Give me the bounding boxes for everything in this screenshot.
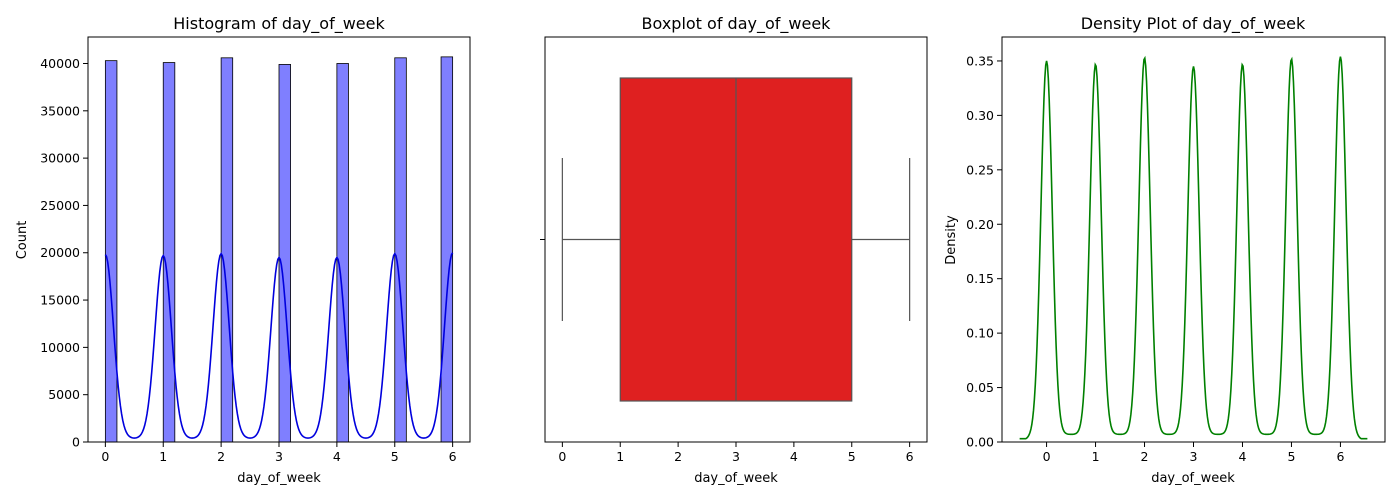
histogram-x-tick-label: 2 — [217, 449, 225, 464]
boxplot-x-tick-label: 6 — [906, 449, 914, 464]
histogram-y-tick-label: 20000 — [40, 245, 80, 260]
histogram-plot-area: 0 1 2 3 4 5 6 0 5000 10000 15000 20000 25000 30000 350… — [40, 36, 471, 464]
histogram-y-tick-label: 15000 — [40, 293, 80, 308]
density-line — [1019, 55, 1368, 440]
histogram-x-tick-label: 4 — [333, 449, 341, 464]
histogram-y-tick-label: 35000 — [40, 103, 80, 118]
histogram-panel: Histogram of day_of_week 0 1 2 3 4 5 6 0 5000 100… — [15, 14, 471, 486]
histogram-y-tick-label: 25000 — [40, 198, 80, 213]
histogram-y-tick-label: 0 — [72, 435, 80, 450]
density-y-tick-label: 0.25 — [966, 162, 994, 177]
boxplot-x-tick-label: 5 — [848, 449, 856, 464]
histogram-x-tick-label: 6 — [449, 449, 457, 464]
histogram-y-axis-label: Count — [15, 221, 30, 260]
density-y-tick-label: 0.20 — [966, 217, 994, 232]
histogram-x-tick-label: 1 — [159, 449, 167, 464]
density-x-tick-label: 5 — [1287, 449, 1295, 464]
boxplot-x-tick-label: 2 — [674, 449, 682, 464]
histogram-kde-line — [104, 252, 454, 439]
density-x-tick-label: 0 — [1043, 449, 1051, 464]
density-x-tick-label: 1 — [1092, 449, 1100, 464]
density-y-tick-label: 0.35 — [966, 53, 994, 68]
density-x-tick-label: 3 — [1190, 449, 1198, 464]
boxplot-x-axis-label: day_of_week — [694, 471, 778, 486]
boxplot-x-tick-label: 4 — [790, 449, 798, 464]
histogram-bar — [104, 60, 118, 443]
boxplot-plot-area: 0 1 2 3 4 5 6 — [540, 36, 928, 464]
histogram-bar — [394, 57, 407, 443]
boxplot-x-tick-label: 0 — [558, 449, 566, 464]
histogram-y-tick-label: 40000 — [40, 56, 80, 71]
histogram-bar — [162, 62, 176, 443]
boxplot-x-tick-label: 3 — [732, 449, 740, 464]
density-x-tick-label: 6 — [1336, 449, 1344, 464]
histogram-y-tick-label: 30000 — [40, 151, 80, 166]
histogram-bar — [278, 64, 291, 443]
histogram-y-tick-label: 5000 — [48, 387, 80, 402]
density-y-tick-label: 0.00 — [966, 435, 994, 450]
density-frame — [1001, 36, 1386, 443]
histogram-x-tick-label: 5 — [391, 449, 399, 464]
histogram-bar — [336, 63, 349, 443]
density-x-tick-label: 2 — [1141, 449, 1149, 464]
histogram-bar — [220, 57, 234, 443]
density-y-tick-label: 0.15 — [966, 271, 994, 286]
density-y-tick-label: 0.10 — [966, 326, 994, 341]
density-panel: Density Plot of day_of_week 0 1 2 3 4 5 60.000… — [944, 14, 1386, 486]
histogram-y-tick-label: 10000 — [40, 340, 80, 355]
boxplot-title: Boxplot of day_of_week — [642, 14, 832, 34]
density-x-tick-label: 4 — [1239, 449, 1247, 464]
boxplot-panel: Boxplot of day_of_week 0 1 2 3 4 5 6 day_of_we… — [540, 14, 928, 486]
density-y-tick-label: 0.05 — [966, 380, 994, 395]
boxplot-x-tick-label: 1 — [616, 449, 624, 464]
density-x-axis-label: day_of_week — [1151, 471, 1235, 486]
density-y-tick-label: 0.30 — [966, 108, 994, 123]
histogram-bar — [440, 56, 454, 443]
density-title: Density Plot of day_of_week — [1081, 14, 1306, 34]
histogram-x-tick-label: 0 — [101, 449, 109, 464]
density-y-axis-label: Density — [944, 215, 959, 265]
density-plot-area: 0 1 2 3 4 5 6 0.00 0.05 0.10 0.15 0.20 0.25 0.30 0.35 — [966, 36, 1386, 464]
histogram-x-tick-label: 3 — [275, 449, 283, 464]
histogram-x-axis-label: day_of_week — [237, 471, 321, 486]
histogram-title: Histogram of day_of_week — [173, 14, 385, 34]
